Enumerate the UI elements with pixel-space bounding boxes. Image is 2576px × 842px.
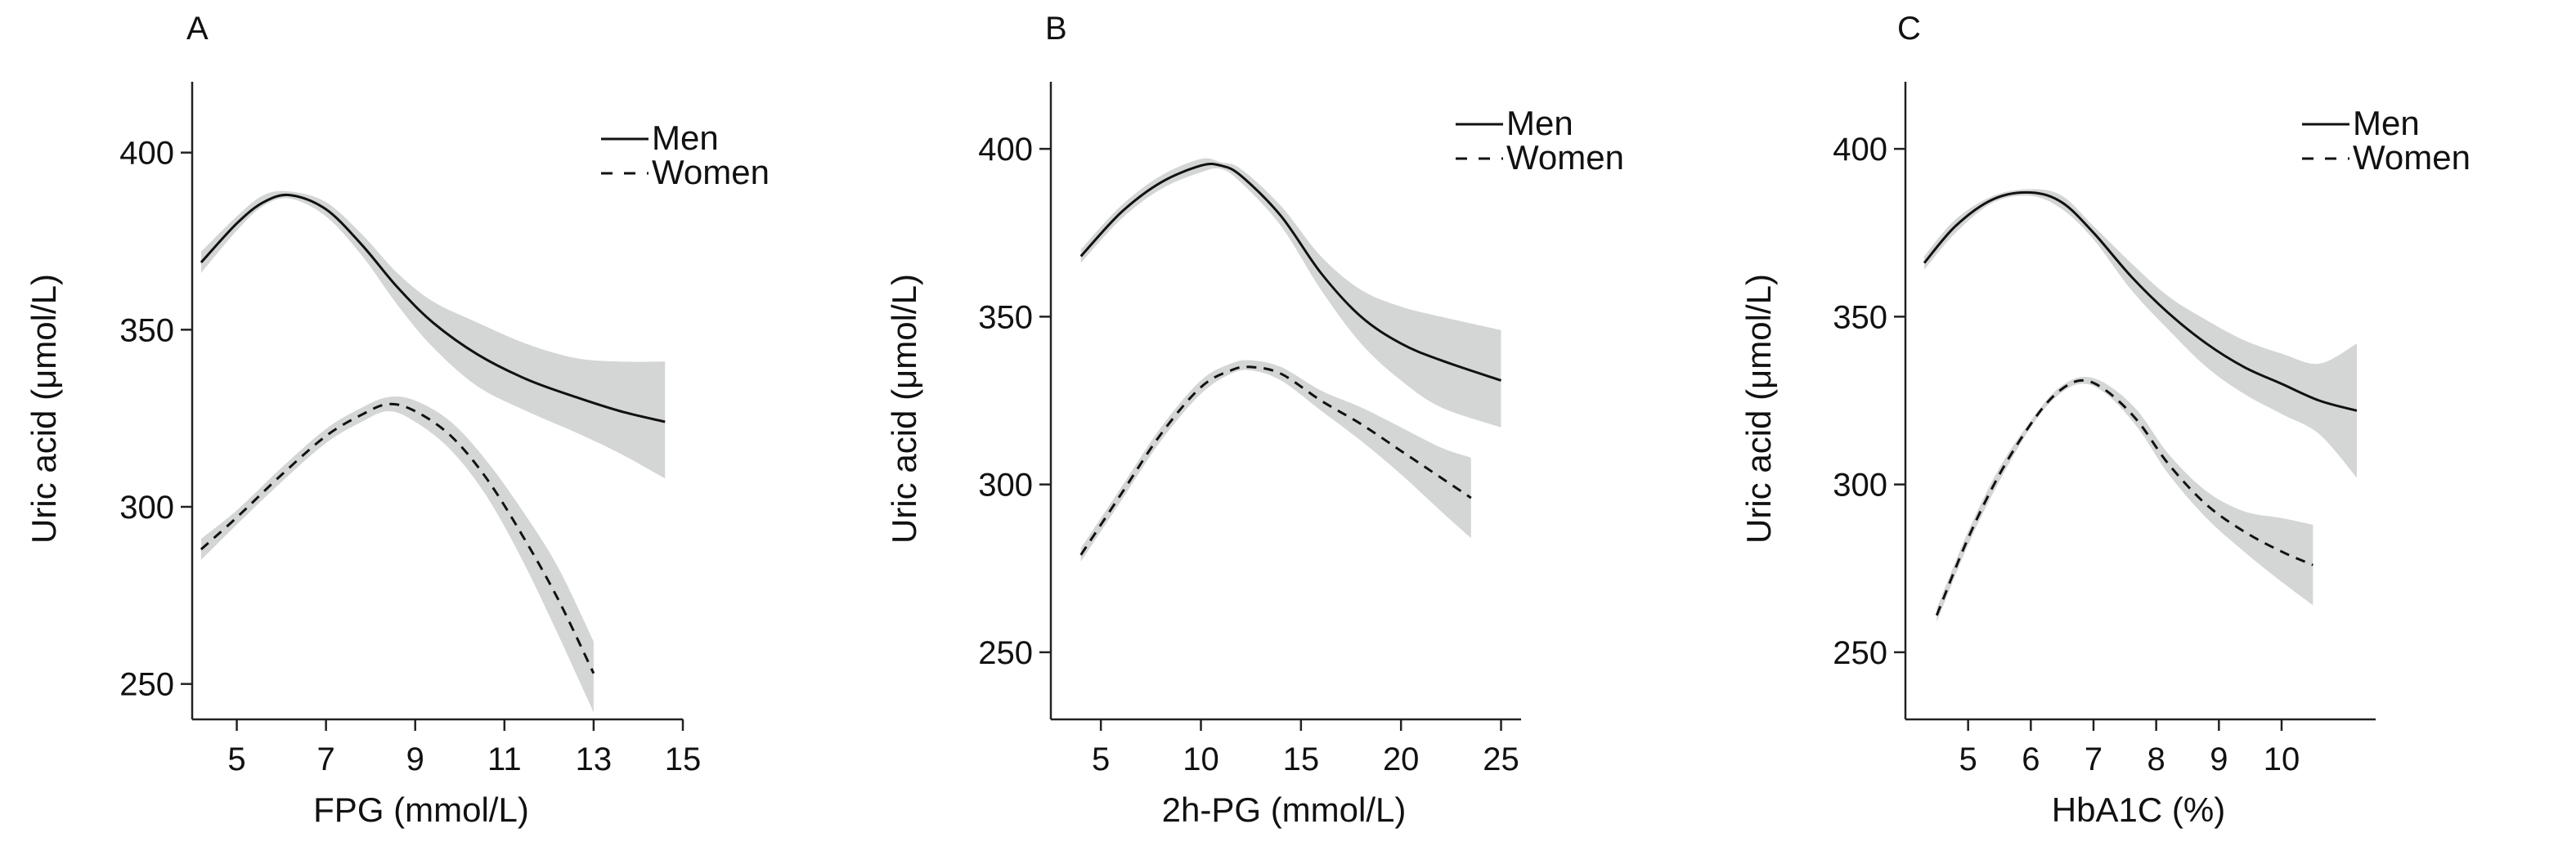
legend-label-men: Men [652,119,719,157]
y-tick-label: 250 [119,667,174,703]
y-tick-label: 300 [119,490,174,526]
panel-label: A [186,11,209,47]
y-axis-label: Uric acid (μmol/L) [1739,274,1778,544]
y-tick-label: 350 [1833,299,1887,335]
x-axis-label: HbA1C (%) [2052,790,2225,829]
y-tick-label: 350 [119,312,174,348]
legend-label-men: Men [1506,104,1573,142]
x-axis-label: FPG (mmol/L) [313,790,529,829]
legend-label-women: Women [652,153,770,191]
legend-label-women: Women [1506,138,1624,177]
confidence-band-men [1080,158,1501,428]
confidence-band-men [200,190,666,479]
y-tick-label: 400 [119,136,174,172]
x-tick-label: 6 [2022,741,2040,777]
x-tick-label: 25 [1483,741,1519,777]
x-tick-label: 20 [1383,741,1420,777]
legend-label-women: Women [2353,138,2471,177]
y-tick-label: 400 [1833,132,1887,168]
chart-panel-c: C 250 300 350 400 5 6 7 8 9 10 HbA1C (%) Uric acid (… [1739,11,2471,829]
series-line-men [200,193,666,423]
panel-label: B [1045,11,1067,47]
x-tick-label: 5 [1092,741,1110,777]
y-tick-label: 300 [978,468,1033,504]
confidence-band-men [1924,189,2357,478]
series-line-women [1079,365,1472,556]
series-line-women [1935,378,2313,616]
confidence-band-women [200,396,594,713]
x-tick-label: 10 [1183,741,1219,777]
series-line-men [1079,163,1501,382]
x-tick-label: 9 [406,741,424,777]
x-tick-label: 13 [576,741,613,777]
y-axis-label: Uric acid (μmol/L) [885,274,923,544]
confidence-band-women [1936,376,2313,622]
confidence-band-women [1080,360,1471,562]
y-tick-label: 300 [1833,468,1887,504]
x-tick-label: 8 [2147,741,2165,777]
legend-label-men: Men [2353,104,2420,142]
x-tick-label: 7 [2085,741,2103,777]
x-tick-label: 5 [1959,741,1977,777]
y-tick-label: 400 [978,132,1033,168]
chart-panel-a: A 250 300 350 400 5 7 9 11 13 15 FPG (mmol/L) Uric a… [25,11,770,829]
y-axis-label: Uric acid (μmol/L) [25,274,63,544]
x-tick-label: 11 [487,741,522,777]
series-line-men [1923,190,2358,412]
x-axis-label: 2h-PG (mmol/L) [1162,790,1407,829]
x-tick-label: 15 [665,741,702,777]
x-tick-label: 10 [2264,741,2300,777]
series-line-women [200,402,595,674]
y-tick-label: 250 [1833,635,1887,671]
y-tick-label: 350 [978,299,1033,335]
chart-panel-b: B 250 300 350 400 5 10 15 20 25 2h-PG (mmol/L) Uric… [885,11,1624,829]
x-tick-label: 15 [1283,741,1320,777]
panel-label: C [1897,11,1921,47]
x-tick-label: 5 [227,741,245,777]
x-tick-label: 9 [2210,741,2228,777]
x-tick-label: 7 [317,741,335,777]
y-tick-label: 250 [978,635,1033,671]
